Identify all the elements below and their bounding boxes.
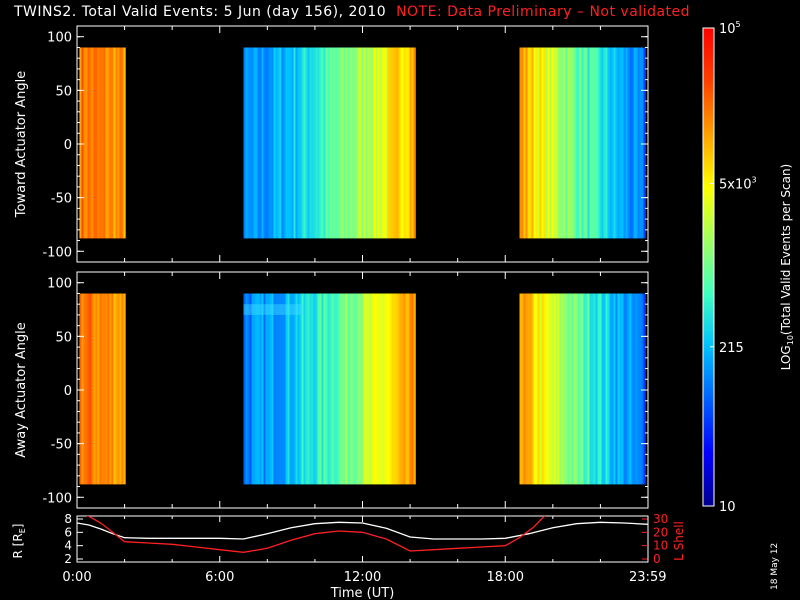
data-block-1 [79,293,126,485]
y-axis-label-left: R [RE] [11,524,27,559]
data-block-3 [519,293,646,485]
y-axis-label: Toward Actuator Angle [14,71,29,218]
y-tick-label: -50 [51,192,72,207]
colorbar-tick-label: 10 [719,500,736,515]
data-block-2 [243,47,416,239]
data-block-3 [519,47,646,239]
colorbar: 10 215 5x103 105 LOG10(Total Valid Events pe… [702,20,795,515]
date-stamp: 18 May 12 [770,542,780,590]
y-tick-label-right: 10 [653,539,668,553]
plot-title: TWINS2. Total Valid Events: 5 Jun (day 1… [14,4,690,20]
note-text: NOTE: Data Preliminary – Not validated [396,4,691,20]
y-axis-label: Away Actuator Angle [14,322,29,457]
colorbar-tick-label: 105 [719,20,741,37]
y-tick-label: -100 [42,245,72,260]
data-block-2 [243,293,416,485]
colorbar-label: LOG10(Total Valid Events per Scan) [779,164,795,371]
y-tick-label-left: 4 [64,539,72,553]
r-earth-line [77,521,648,540]
x-tick-label: 23:59 [629,570,666,585]
y-tick-label: -50 [51,438,72,453]
title-text: TWINS2. Total Valid Events: 5 Jun (day 1… [14,4,387,20]
y-axis-label-right: L Shell [672,521,686,561]
bright-band [243,304,304,315]
y-tick-label-left: 6 [64,525,72,539]
colorbar-tick-label: 5x103 [719,175,757,192]
data-block-1 [79,47,126,239]
colorbar-gradient [702,27,715,507]
heatmap-panel-2: 100 50 0 -50 -100 Away Actuator Angle [14,271,649,509]
y-tick-label: -100 [42,491,72,506]
l-shell-line [85,516,546,553]
y-tick-label: 0 [64,384,72,399]
heatmap-panel-1: 100 50 0 -50 -100 Toward Actuator Angle [14,25,649,263]
x-tick-label: 18:00 [487,570,524,585]
y-tick-label-left: 2 [64,552,72,566]
y-tick-label: 100 [47,277,72,292]
y-tick-label: 50 [55,330,72,345]
x-axis-label: Time (UT) [330,586,395,600]
colorbar-tick-label: 215 [719,341,744,356]
x-tick-label: 0:00 [62,570,91,585]
x-tick-label: 12:00 [344,570,381,585]
y-tick-label: 100 [47,31,72,46]
y-tick-label: 0 [64,138,72,153]
y-tick-label-right: 20 [653,525,668,539]
y-tick-label-right: 30 [653,512,668,526]
y-tick-label: 50 [55,84,72,99]
y-tick-label-right: 0 [653,552,661,566]
x-tick-label: 6:00 [205,570,234,585]
y-tick-label-left: 8 [64,512,72,526]
